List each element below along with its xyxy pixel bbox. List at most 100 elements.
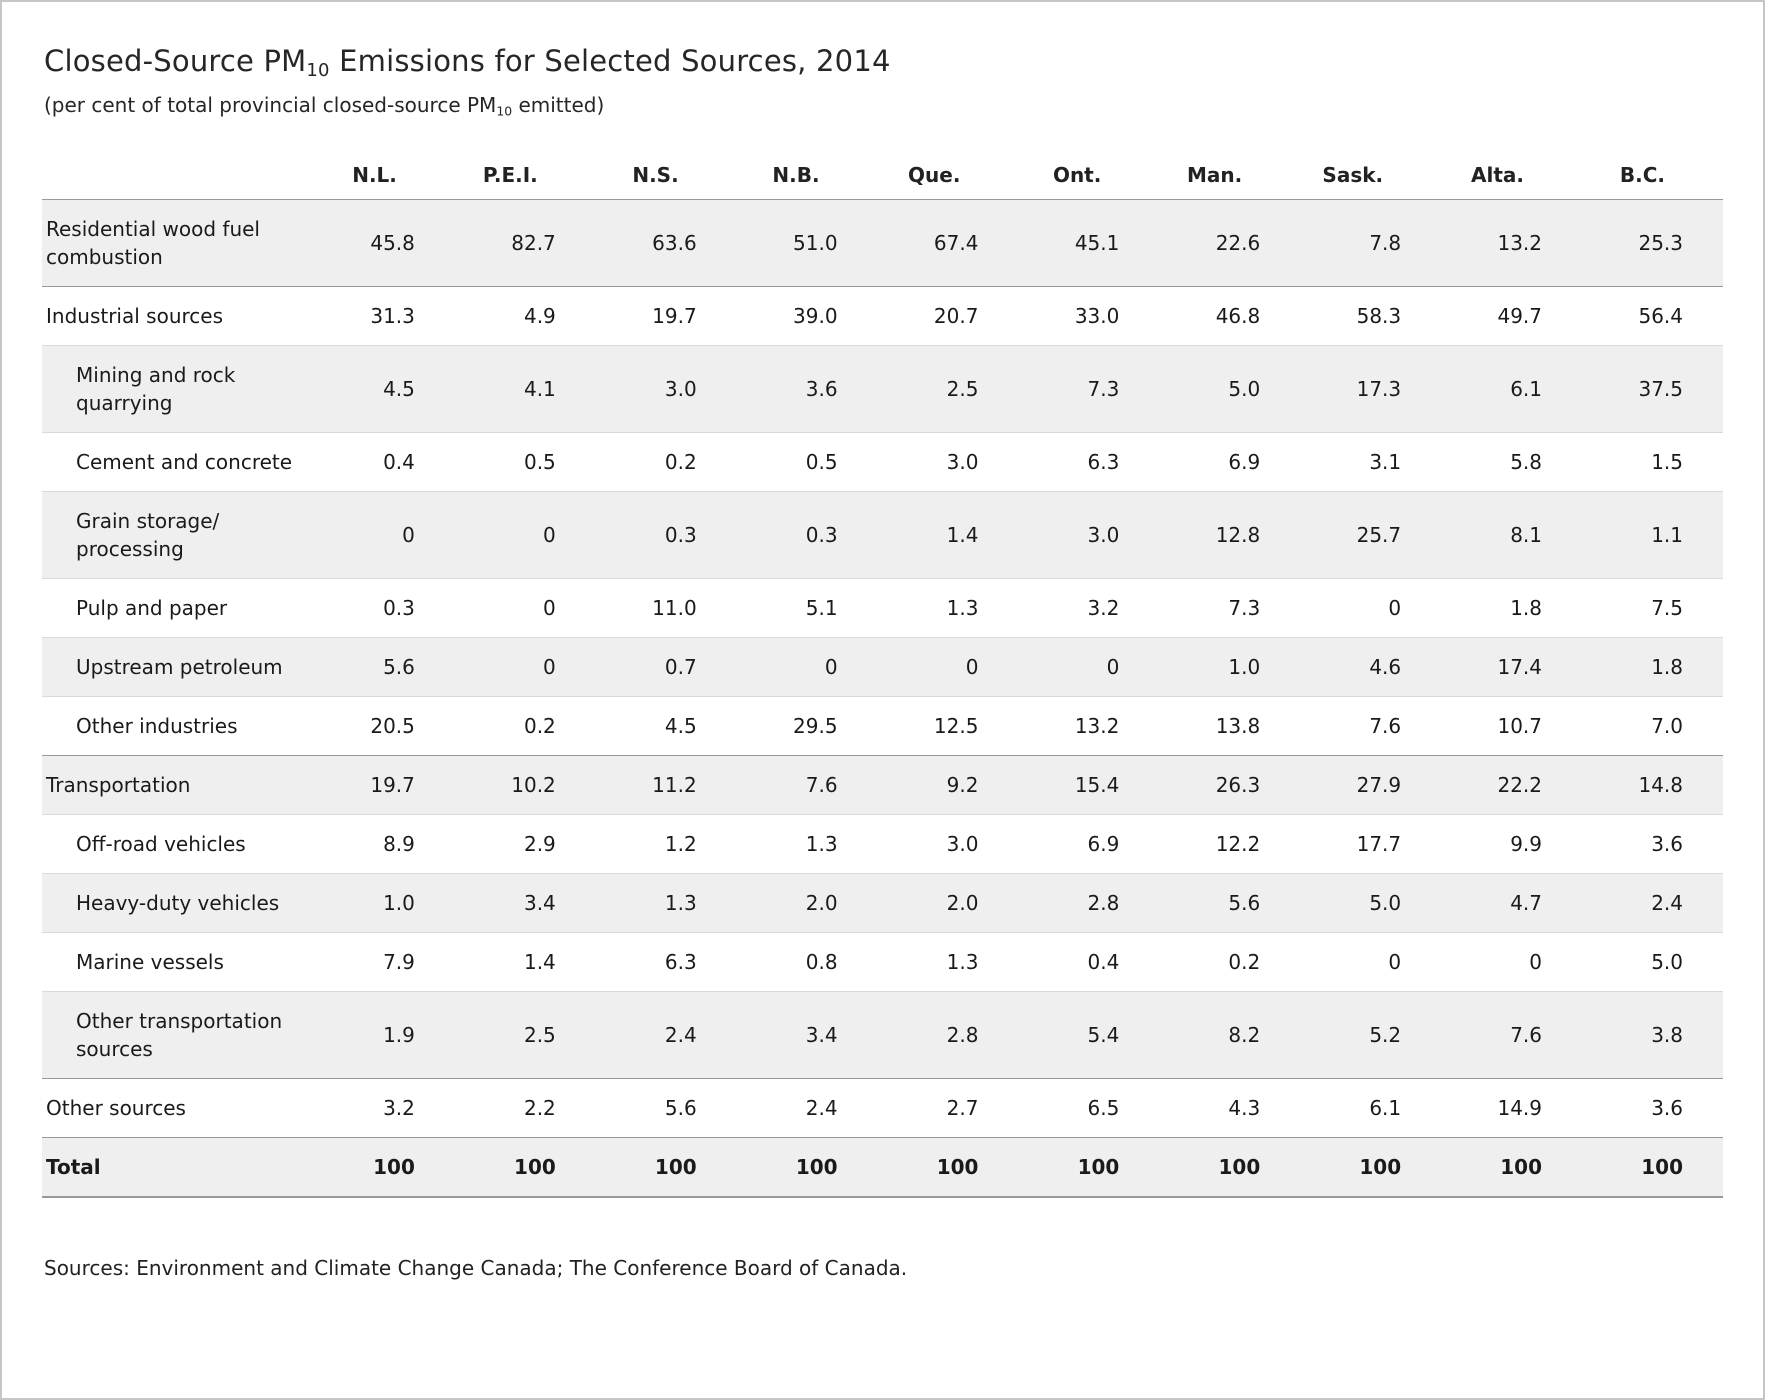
value-cell: 5.6: [664, 1095, 697, 1120]
value-cell: 13.2: [1074, 713, 1120, 738]
value-cell: 0: [1106, 654, 1120, 679]
table-row: Other transportation sources 1.9 2.5 2.4 3.4…: [42, 991, 1723, 1078]
value-cell: 51.0: [793, 230, 838, 255]
value-cell: 5.6: [1228, 890, 1261, 915]
value-cell: 100: [373, 1154, 415, 1179]
value-cell: 7.8: [1369, 230, 1402, 255]
value-cell: 100: [1359, 1154, 1402, 1179]
value-cell: 56.4: [1638, 303, 1683, 328]
value-cell: 13.2: [1497, 230, 1543, 255]
value-cell: 19.7: [652, 303, 697, 328]
value-cell: 3.6: [1651, 831, 1683, 856]
value-cell: 63.6: [652, 230, 697, 255]
row-label: Heavy-duty vehicles: [76, 890, 280, 915]
value-cell: 1.4: [523, 949, 556, 974]
corner-cell: [42, 155, 314, 200]
row-label: Transportation: [46, 772, 191, 797]
value-cell: 22.2: [1497, 772, 1543, 797]
value-cell: 5.0: [1369, 890, 1402, 915]
table-row: Cement and concrete 0.4 0.5 0.2 0.5 3.0 6.3 6.9…: [42, 432, 1723, 491]
pm10-subscript: 10: [496, 103, 513, 119]
value-cell: 0.5: [805, 449, 838, 474]
value-cell: 9.9: [1510, 831, 1543, 856]
value-cell: 4.9: [523, 303, 556, 328]
value-cell: 0.2: [664, 449, 697, 474]
value-cell: 5.1: [805, 595, 838, 620]
value-cell: 7.6: [1510, 1022, 1543, 1047]
value-cell: 39.0: [793, 303, 838, 328]
value-cell: 5.0: [1228, 376, 1261, 401]
row-label: Residential wood fuel combustion: [46, 216, 260, 269]
value-cell: 2.5: [946, 376, 979, 401]
value-cell: 4.1: [523, 376, 556, 401]
value-cell: 0.7: [664, 654, 697, 679]
value-cell: 2.8: [1087, 890, 1120, 915]
table-row: Industrial sources 31.3 4.9 19.7 39.0 20.7 33.…: [42, 286, 1723, 345]
value-cell: 1.4: [946, 522, 979, 547]
value-cell: 13.8: [1215, 713, 1261, 738]
value-cell: 8.1: [1510, 522, 1543, 547]
value-cell: 100: [654, 1154, 697, 1179]
value-cell: 4.5: [664, 713, 697, 738]
column-header: Man.: [1187, 162, 1243, 187]
title-text-pre: Closed-Source PM: [44, 44, 307, 78]
row-label: Upstream petroleum: [76, 654, 283, 679]
value-cell: 45.8: [370, 230, 415, 255]
column-header: Sask.: [1322, 162, 1384, 187]
value-cell: 3.4: [805, 1022, 838, 1047]
table-row: Pulp and paper 0.3 0 11.0 5.1 1.3 3.2 7.3 0 1.8 7.…: [42, 578, 1723, 637]
sources-note: Sources: Environment and Climate Change …: [44, 1255, 908, 1280]
exhibit-title: Closed-Source PM10 Emissions for Selecte…: [44, 44, 1723, 81]
value-cell: 1.0: [383, 890, 415, 915]
value-cell: 1.3: [946, 949, 979, 974]
value-cell: 7.6: [1369, 713, 1402, 738]
value-cell: 0.4: [1087, 949, 1120, 974]
value-cell: 58.3: [1356, 303, 1402, 328]
column-header: B.C.: [1619, 162, 1665, 187]
value-cell: 4.7: [1510, 890, 1543, 915]
value-cell: 17.3: [1356, 376, 1402, 401]
value-cell: 8.9: [383, 831, 415, 856]
subtitle-text-post: emitted): [512, 93, 605, 118]
table-row: Off-road vehicles 8.9 2.9 1.2 1.3 3.0 6.9 12.2 1…: [42, 814, 1723, 873]
value-cell: 0: [1388, 595, 1402, 620]
value-cell: 0: [1529, 949, 1543, 974]
value-cell: 33.0: [1074, 303, 1120, 328]
column-header: Alta.: [1471, 162, 1525, 187]
value-cell: 25.7: [1356, 522, 1402, 547]
value-cell: 4.6: [1369, 654, 1402, 679]
value-cell: 2.4: [1651, 890, 1683, 915]
value-cell: 100: [514, 1154, 556, 1179]
value-cell: 100: [1500, 1154, 1543, 1179]
table-row: Upstream petroleum 5.6 0 0.7 0 0 0 1.0 4.6 17.4 1.…: [42, 637, 1723, 696]
value-cell: 1.3: [805, 831, 838, 856]
value-cell: 0.2: [1228, 949, 1261, 974]
value-cell: 0.8: [805, 949, 838, 974]
value-cell: 46.8: [1215, 303, 1261, 328]
value-cell: 10.7: [1497, 713, 1543, 738]
value-cell: 27.9: [1356, 772, 1402, 797]
value-cell: 1.8: [1510, 595, 1543, 620]
row-label: Off-road vehicles: [76, 831, 246, 856]
value-cell: 2.4: [664, 1022, 697, 1047]
value-cell: 25.3: [1638, 230, 1683, 255]
value-cell: 7.3: [1228, 595, 1261, 620]
value-cell: 3.0: [946, 831, 979, 856]
value-cell: 6.5: [1087, 1095, 1120, 1120]
value-cell: 2.5: [523, 1022, 556, 1047]
column-header: N.L.: [352, 162, 397, 187]
value-cell: 1.2: [664, 831, 697, 856]
value-cell: 3.6: [1651, 1095, 1683, 1120]
table-row: Residential wood fuel combustion 45.8 82.7…: [42, 199, 1723, 286]
value-cell: 14.9: [1497, 1095, 1543, 1120]
value-cell: 0.2: [523, 713, 556, 738]
value-cell: 6.1: [1369, 1095, 1402, 1120]
value-cell: 100: [1218, 1154, 1261, 1179]
value-cell: 100: [936, 1154, 979, 1179]
value-cell: 15.4: [1074, 772, 1120, 797]
value-cell: 0.5: [523, 449, 556, 474]
row-label: Total: [46, 1154, 101, 1179]
value-cell: 3.8: [1651, 1022, 1683, 1047]
value-cell: 2.8: [946, 1022, 979, 1047]
value-cell: 100: [1077, 1154, 1120, 1179]
